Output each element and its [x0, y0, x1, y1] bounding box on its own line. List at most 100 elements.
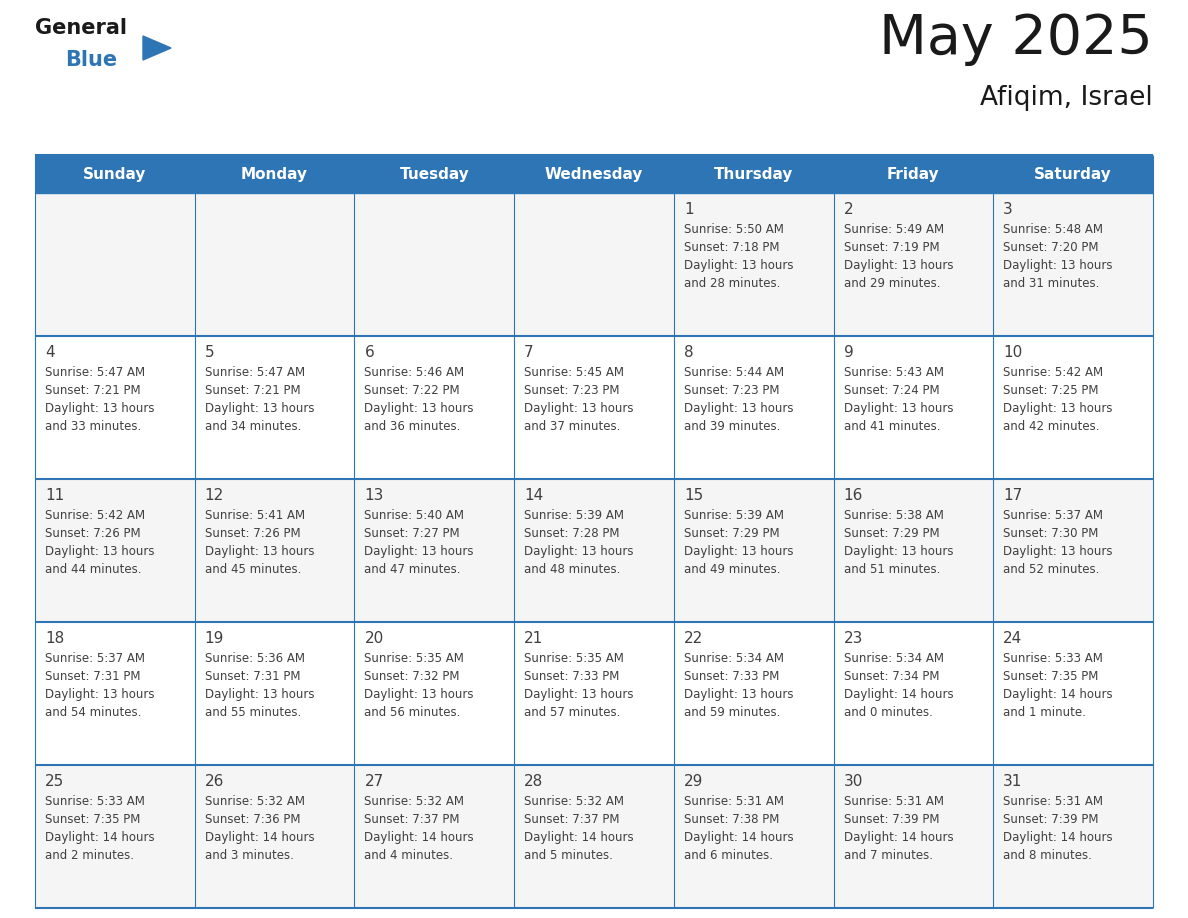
Text: Sunset: 7:39 PM: Sunset: 7:39 PM	[1004, 813, 1099, 826]
Bar	[514, 622, 674, 765]
Text: 18: 18	[45, 631, 64, 646]
Text: 7: 7	[524, 345, 533, 360]
Text: Daylight: 14 hours: Daylight: 14 hours	[45, 831, 154, 844]
Text: Daylight: 14 hours: Daylight: 14 hours	[524, 831, 633, 844]
Bar	[993, 336, 1154, 479]
Text: and 59 minutes.: and 59 minutes.	[684, 706, 781, 719]
Text: General: General	[34, 18, 127, 38]
Text: Sunset: 7:39 PM: Sunset: 7:39 PM	[843, 813, 939, 826]
Bar	[195, 622, 354, 765]
Text: and 45 minutes.: and 45 minutes.	[204, 563, 301, 576]
Bar	[34, 765, 195, 908]
Text: 30: 30	[843, 774, 862, 789]
Text: Daylight: 13 hours: Daylight: 13 hours	[365, 402, 474, 415]
Text: 8: 8	[684, 345, 694, 360]
Bar	[195, 479, 354, 622]
Text: and 4 minutes.: and 4 minutes.	[365, 849, 454, 862]
Polygon shape	[143, 36, 171, 60]
Text: Daylight: 13 hours: Daylight: 13 hours	[684, 688, 794, 701]
Text: Sunrise: 5:36 AM: Sunrise: 5:36 AM	[204, 652, 304, 665]
Text: and 54 minutes.: and 54 minutes.	[45, 706, 141, 719]
Text: and 42 minutes.: and 42 minutes.	[1004, 420, 1100, 433]
Bar	[834, 336, 993, 479]
Text: and 28 minutes.: and 28 minutes.	[684, 277, 781, 290]
Text: Sunset: 7:23 PM: Sunset: 7:23 PM	[684, 384, 779, 397]
Text: 19: 19	[204, 631, 225, 646]
Text: and 33 minutes.: and 33 minutes.	[45, 420, 141, 433]
Text: and 44 minutes.: and 44 minutes.	[45, 563, 141, 576]
Text: Daylight: 13 hours: Daylight: 13 hours	[204, 402, 314, 415]
Text: Sunrise: 5:45 AM: Sunrise: 5:45 AM	[524, 366, 624, 379]
Text: Sunrise: 5:37 AM: Sunrise: 5:37 AM	[45, 652, 145, 665]
Text: Sunrise: 5:34 AM: Sunrise: 5:34 AM	[684, 652, 784, 665]
Text: Sunset: 7:28 PM: Sunset: 7:28 PM	[524, 527, 620, 540]
Text: and 57 minutes.: and 57 minutes.	[524, 706, 620, 719]
Text: Daylight: 13 hours: Daylight: 13 hours	[524, 545, 633, 558]
Text: Sunrise: 5:39 AM: Sunrise: 5:39 AM	[684, 509, 784, 522]
Text: Sunset: 7:24 PM: Sunset: 7:24 PM	[843, 384, 940, 397]
Text: and 31 minutes.: and 31 minutes.	[1004, 277, 1100, 290]
Text: Afiqim, Israel: Afiqim, Israel	[980, 85, 1154, 111]
Text: Wednesday: Wednesday	[545, 166, 643, 182]
Text: Sunset: 7:35 PM: Sunset: 7:35 PM	[45, 813, 140, 826]
Text: Sunset: 7:29 PM: Sunset: 7:29 PM	[843, 527, 940, 540]
Text: and 29 minutes.: and 29 minutes.	[843, 277, 940, 290]
Text: 14: 14	[524, 488, 543, 503]
Text: Daylight: 13 hours: Daylight: 13 hours	[524, 688, 633, 701]
Text: Sunrise: 5:37 AM: Sunrise: 5:37 AM	[1004, 509, 1104, 522]
Bar	[514, 193, 674, 336]
Text: 23: 23	[843, 631, 862, 646]
Bar	[354, 479, 514, 622]
Text: and 7 minutes.: and 7 minutes.	[843, 849, 933, 862]
Text: Sunset: 7:31 PM: Sunset: 7:31 PM	[45, 670, 140, 683]
Bar	[993, 193, 1154, 336]
Text: 24: 24	[1004, 631, 1023, 646]
Text: Sunrise: 5:44 AM: Sunrise: 5:44 AM	[684, 366, 784, 379]
Text: Sunrise: 5:47 AM: Sunrise: 5:47 AM	[45, 366, 145, 379]
Text: May 2025: May 2025	[879, 12, 1154, 66]
Bar	[195, 765, 354, 908]
Bar	[993, 479, 1154, 622]
Text: Blue: Blue	[65, 50, 118, 70]
Text: Daylight: 13 hours: Daylight: 13 hours	[684, 259, 794, 272]
Bar	[834, 479, 993, 622]
Text: Sunset: 7:33 PM: Sunset: 7:33 PM	[524, 670, 619, 683]
Text: Sunset: 7:32 PM: Sunset: 7:32 PM	[365, 670, 460, 683]
Text: Sunrise: 5:38 AM: Sunrise: 5:38 AM	[843, 509, 943, 522]
Text: and 37 minutes.: and 37 minutes.	[524, 420, 620, 433]
Text: Friday: Friday	[887, 166, 940, 182]
Text: Sunrise: 5:50 AM: Sunrise: 5:50 AM	[684, 223, 784, 236]
Bar	[354, 336, 514, 479]
Text: Daylight: 13 hours: Daylight: 13 hours	[365, 688, 474, 701]
Text: 29: 29	[684, 774, 703, 789]
Text: Sunrise: 5:42 AM: Sunrise: 5:42 AM	[1004, 366, 1104, 379]
Text: Sunset: 7:37 PM: Sunset: 7:37 PM	[524, 813, 620, 826]
Text: 20: 20	[365, 631, 384, 646]
Text: Sunrise: 5:31 AM: Sunrise: 5:31 AM	[684, 795, 784, 808]
Text: and 52 minutes.: and 52 minutes.	[1004, 563, 1100, 576]
Text: 1: 1	[684, 202, 694, 217]
Text: 12: 12	[204, 488, 225, 503]
Text: Sunrise: 5:39 AM: Sunrise: 5:39 AM	[524, 509, 624, 522]
Text: Sunrise: 5:35 AM: Sunrise: 5:35 AM	[524, 652, 624, 665]
Bar	[674, 336, 834, 479]
Text: Daylight: 13 hours: Daylight: 13 hours	[45, 402, 154, 415]
Bar	[195, 193, 354, 336]
Text: Saturday: Saturday	[1035, 166, 1112, 182]
Bar	[834, 622, 993, 765]
Text: Daylight: 13 hours: Daylight: 13 hours	[843, 402, 953, 415]
Text: Daylight: 13 hours: Daylight: 13 hours	[1004, 402, 1113, 415]
Text: Sunrise: 5:35 AM: Sunrise: 5:35 AM	[365, 652, 465, 665]
Text: 27: 27	[365, 774, 384, 789]
Text: Sunset: 7:38 PM: Sunset: 7:38 PM	[684, 813, 779, 826]
Text: Daylight: 13 hours: Daylight: 13 hours	[684, 402, 794, 415]
Text: Sunrise: 5:42 AM: Sunrise: 5:42 AM	[45, 509, 145, 522]
Text: Monday: Monday	[241, 166, 308, 182]
Text: and 41 minutes.: and 41 minutes.	[843, 420, 940, 433]
Text: 3: 3	[1004, 202, 1013, 217]
Text: Daylight: 13 hours: Daylight: 13 hours	[204, 545, 314, 558]
Text: 2: 2	[843, 202, 853, 217]
Text: and 51 minutes.: and 51 minutes.	[843, 563, 940, 576]
Text: and 0 minutes.: and 0 minutes.	[843, 706, 933, 719]
Text: 21: 21	[524, 631, 543, 646]
